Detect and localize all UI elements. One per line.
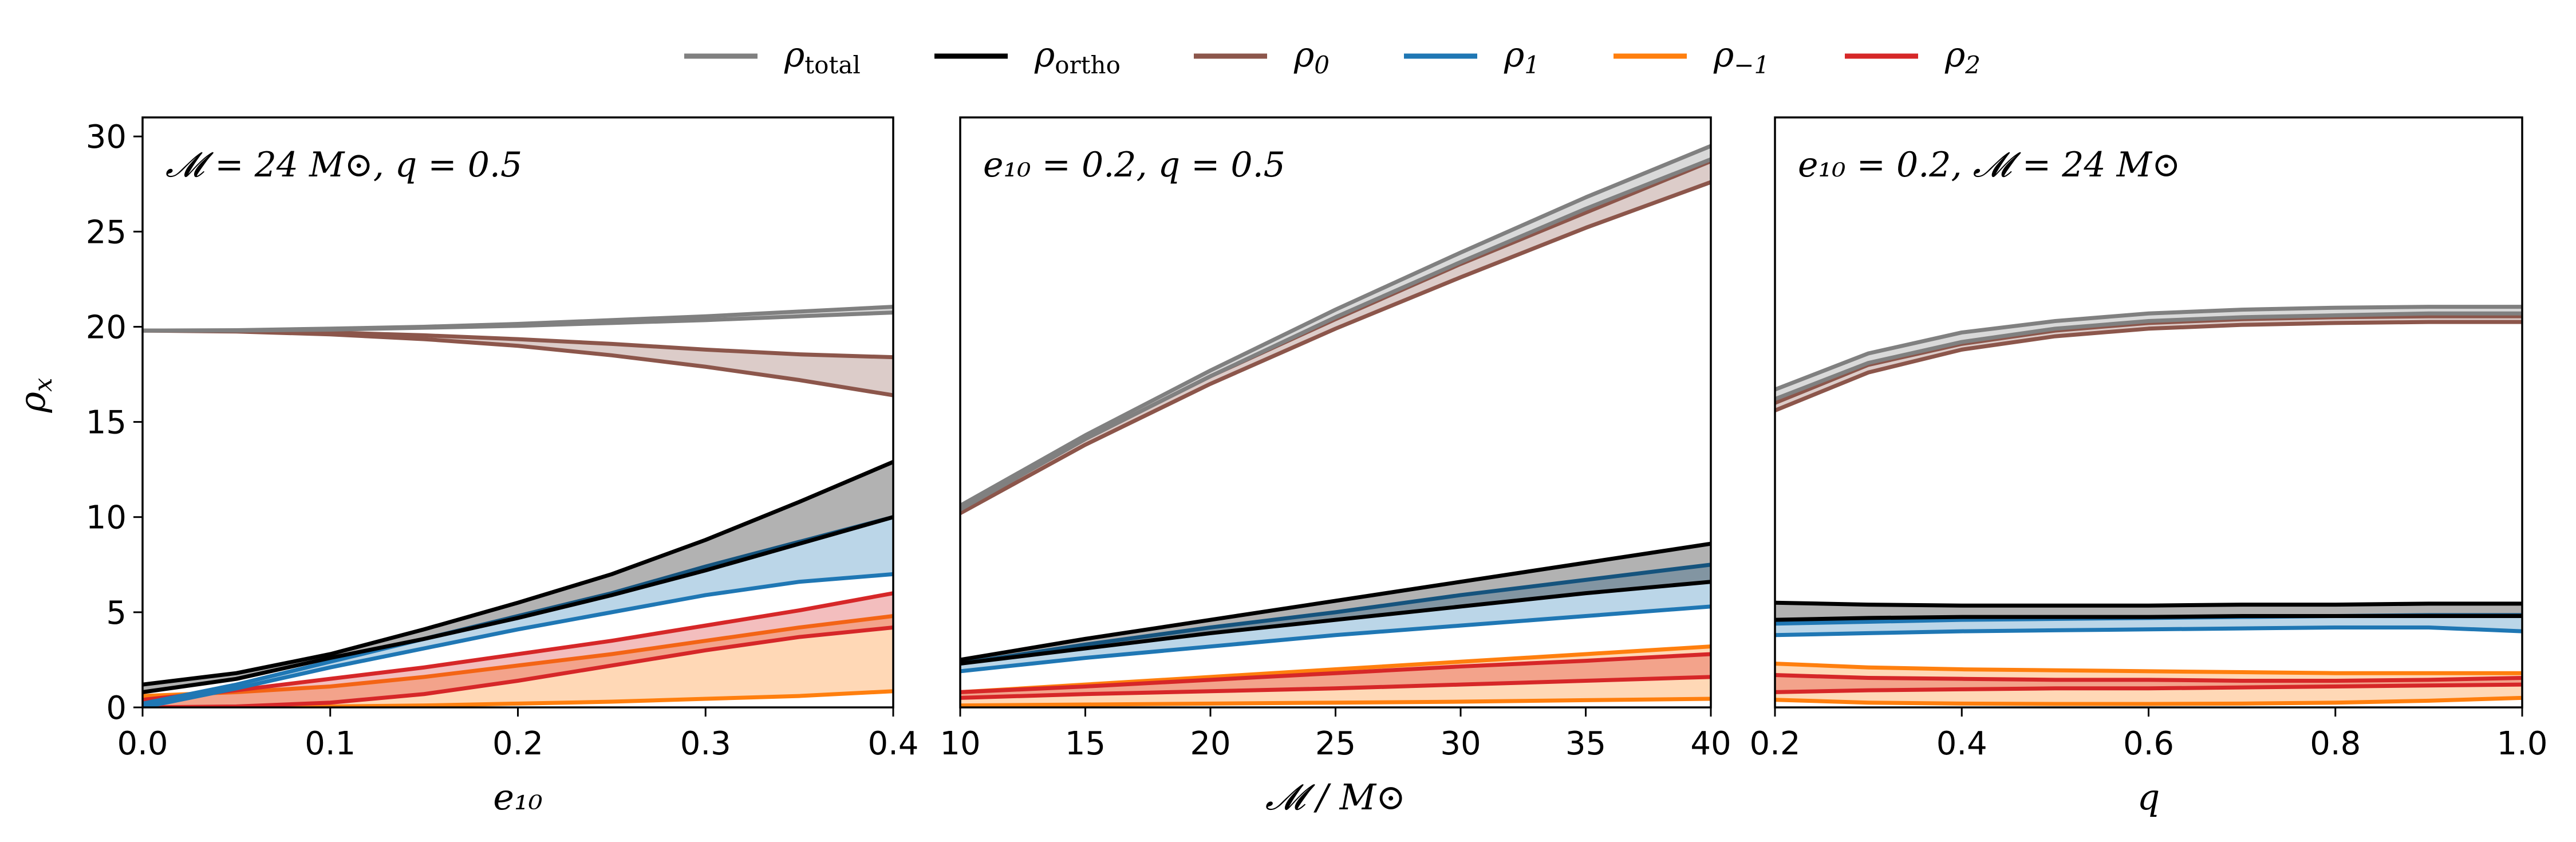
legend: ρtotal ρortho ρ0 ρ1 ρ−1 ρ2 [684,35,1981,79]
x-tick-label: 0.2 [492,725,543,762]
line-ortho-lower [960,580,1711,666]
plot-area [1775,305,2522,706]
panel-2: 10 15 20 25 30 35 40 e₁₀ = 0.2, q = 0.5 𝓜 / M⊙ [940,116,1731,818]
series-rho0 [143,328,893,398]
legend-label: ρortho [1034,35,1121,79]
line-ortho-upper [143,460,893,687]
line-rho2-upper [1775,673,2522,683]
series-total [143,305,893,333]
series-rhom1 [1775,662,2522,706]
panel-annotation: e₁₀ = 0.2, 𝓜 = 24 M⊙ [1798,145,2180,185]
line-rho2-lower [1775,682,2522,694]
x-tick-label: 1.0 [2496,725,2547,762]
line-rho2-lower [960,675,1711,700]
line-ortho-lower [1775,614,2522,622]
line-rho0-lower [143,328,893,398]
legend-entry-rho2: ρ2 [1845,35,1981,79]
series-ortho [960,541,1711,666]
y-tick-label: 0 [106,690,127,727]
line-rhom1-upper [143,614,893,698]
series-rho0 [960,159,1711,516]
line-rho1-lower [960,604,1711,674]
legend-label: ρ2 [1944,35,1981,79]
legend-entry-total: ρtotal [684,35,861,79]
series-ortho [1775,600,2522,622]
band-rhom1 [143,616,893,707]
line-rho1-lower [143,572,893,707]
x-tick-label: 35 [1565,725,1606,762]
x-tick-label: 0.1 [305,725,356,762]
x-tick-label: 25 [1315,725,1356,762]
panel-annotation: 𝓜 = 24 M⊙, q = 0.5 [165,145,522,185]
series-total [1775,305,2522,402]
line-rho2-upper [143,591,893,702]
x-tick-label: 0.6 [2123,725,2174,762]
line-total-lower [960,157,1711,512]
x-tick-label: 20 [1190,725,1230,762]
series-rho2 [960,652,1711,700]
line-rhom1-lower [960,697,1711,707]
legend-entry-rho0: ρ0 [1194,35,1330,79]
y-tick-label: 20 [86,309,127,346]
line-rho2-lower [143,625,893,707]
x-tick-label: 0.4 [867,725,918,762]
x-axis-label: e₁₀ [493,776,543,818]
x-axis-label: q [2137,776,2160,818]
plot-area [960,144,1711,707]
x-tick-label: 30 [1440,725,1481,762]
x-tick-label: 0.0 [117,725,168,762]
y-axis-label: ρx [11,378,58,414]
line-ortho-upper [960,541,1711,662]
x-tick-label: 15 [1065,725,1106,762]
line-total-lower [1775,311,2522,402]
y-tick-label: 25 [86,214,127,251]
panel-3: 0.2 0.4 0.6 0.8 1.0 e₁₀ = 0.2, 𝓜 = 24 M⊙ q [1749,116,2548,818]
series-ortho [143,460,893,694]
line-rho0-lower [960,180,1711,516]
line-total-lower [143,310,893,333]
legend-label: ρ1 [1504,35,1540,79]
x-axis-label: 𝓜 / M⊙ [1265,776,1406,818]
series-rho2 [143,591,893,707]
x-tick-label: 40 [1690,725,1731,762]
legend-label: ρ0 [1293,35,1330,79]
legend-label: ρ−1 [1713,35,1769,79]
plot-area [143,305,893,707]
band-total [960,145,1711,510]
panels: 0.0 0.1 0.2 0.3 0.4 0 5 10 15 20 25 30 𝓜 = 24 M⊙, q … [86,116,2548,818]
legend-entry-rho1: ρ1 [1404,35,1540,79]
legend-label: ρtotal [784,35,861,79]
line-rhom1-upper [1775,662,2522,675]
legend-entry-ortho: ρortho [934,35,1121,79]
legend-entry-rhom1: ρ−1 [1614,35,1769,79]
line-total-upper [1775,305,2522,392]
y-tick-label: 15 [86,404,127,442]
line-rho1-upper [960,562,1711,666]
series-total [960,144,1711,512]
x-tick-label: 0.8 [2310,725,2361,762]
y-tick-label: 10 [86,499,127,537]
band-rho0 [143,330,893,396]
line-rhom1-lower [1775,695,2522,706]
line-rho0-lower [1775,320,2522,412]
x-tick-label: 0.2 [1749,725,1800,762]
x-tick-label: 0.3 [680,725,731,762]
line-ortho-upper [1775,600,2522,608]
line-ortho-lower [143,515,893,694]
series-rho0 [1775,314,2522,412]
y-tick-label: 30 [86,119,127,156]
y-tick-label: 5 [106,595,127,632]
band-rho0 [960,161,1711,514]
x-tick-label: 10 [940,725,980,762]
panel-1: 0.0 0.1 0.2 0.3 0.4 0 5 10 15 20 25 30 𝓜 = 24 M⊙, q … [86,116,919,818]
series-rho2 [1775,673,2522,694]
line-total-upper [960,144,1711,507]
line-rho1-lower [1775,625,2522,638]
panel-annotation: e₁₀ = 0.2, q = 0.5 [983,145,1285,185]
x-tick-label: 0.4 [1936,725,1987,762]
line-rho2-upper [960,652,1711,694]
